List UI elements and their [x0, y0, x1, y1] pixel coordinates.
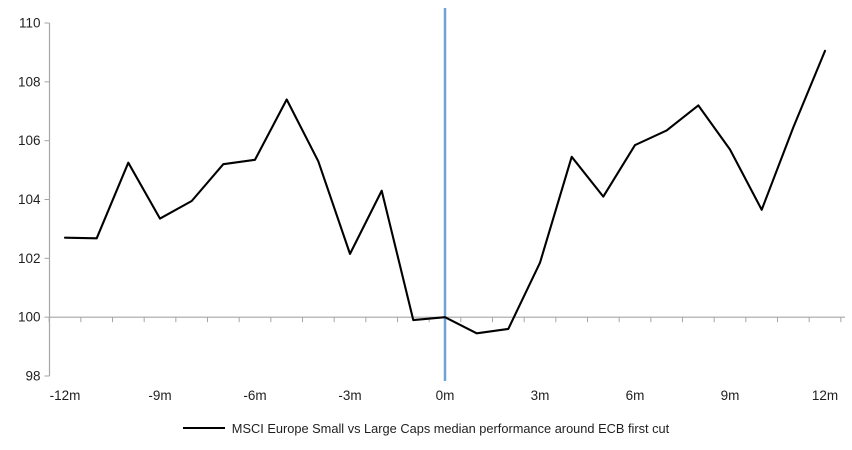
legend-line-swatch	[182, 427, 225, 429]
legend: MSCI Europe Small vs Large Caps median p…	[0, 419, 852, 437]
y-tick-label: 100	[18, 310, 41, 325]
x-tick-label: 3m	[531, 388, 550, 403]
y-tick-label: 106	[18, 133, 41, 148]
legend-label: MSCI Europe Small vs Large Caps median p…	[231, 420, 670, 436]
x-tick-label: -12m	[50, 388, 81, 403]
x-tick-label: 12m	[812, 388, 838, 403]
y-tick-label: 110	[19, 16, 41, 31]
x-tick-label: -3m	[338, 388, 361, 403]
x-tick-label: 6m	[626, 388, 645, 403]
y-tick-label: 98	[25, 369, 40, 384]
x-tick-label: 0m	[436, 388, 455, 403]
x-tick-label: -6m	[243, 388, 266, 403]
y-tick-label: 102	[18, 251, 41, 266]
series-line-msci-small-vs-large	[63, 49, 827, 335]
y-tick-label: 104	[18, 192, 41, 207]
x-tick-label: -9m	[148, 388, 171, 403]
x-tick-label: 9m	[721, 388, 740, 403]
y-tick-label: 108	[18, 74, 41, 89]
